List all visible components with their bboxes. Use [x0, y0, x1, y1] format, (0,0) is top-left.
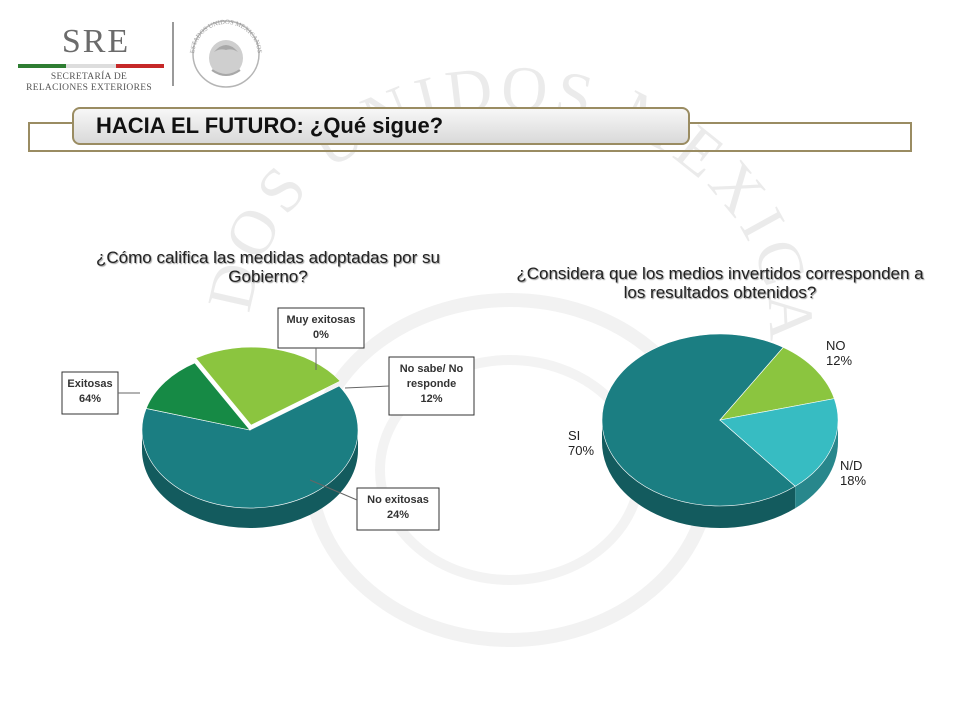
callout-label-3: No exitosas 24%: [367, 494, 429, 521]
callout-label-2-line-0: No sabe/ No: [400, 363, 464, 375]
callout-label-0-line-0: Exitosas: [67, 378, 112, 390]
page-title: HACIA EL FUTURO: ¿Qué sigue?: [96, 113, 444, 138]
pie2-label-1-line-1: 12%: [826, 353, 852, 368]
callout-box-2: [388, 356, 475, 416]
pie2-side-0: [602, 420, 796, 528]
callout-leader-2: [344, 385, 390, 389]
pie2-label-2-line-1: 18%: [840, 473, 866, 488]
callout-label-2-line-1: responde: [407, 378, 457, 390]
callout-label-0-line-1: 64%: [79, 393, 101, 405]
logo-subtitle-line1: SECRETARÍA DE: [50, 72, 128, 82]
chart2-title: ¿Considera que los medios invertidos cor…: [516, 264, 924, 302]
pie1-slice-2: [145, 362, 251, 431]
pie2-label-2: N/D 18%: [840, 458, 866, 488]
callout-label-0: Exitosas 64%: [67, 378, 112, 405]
chart1-title: ¿Cómo califica las medidas adoptadas por…: [96, 248, 440, 286]
pie2-label-0-line-0: SI: [568, 428, 580, 443]
pie2-label-1: NO 12%: [826, 338, 852, 368]
sre-logo: SRE SECRETARÍA DE RELACIONES EXTERIORES: [14, 24, 164, 94]
callout-box-0: [61, 371, 119, 415]
pie2-slice-1: [719, 347, 835, 421]
pie2-side-2: [795, 420, 838, 509]
pie2-slice-2: [719, 398, 839, 487]
callout-label-1-line-1: 0%: [313, 329, 329, 341]
pie1-slice-0: [141, 385, 359, 509]
pie2-label-2-line-0: N/D: [840, 458, 862, 473]
callout-leader-3: [309, 479, 358, 501]
pie-chart-2: [601, 333, 839, 528]
pie2-label-0-line-1: 70%: [568, 443, 594, 458]
pie-chart-1: [141, 346, 359, 528]
pie1-slice-3: [195, 346, 341, 426]
callout-label-2: No sabe/ No responde 12%: [400, 363, 464, 405]
logo-divider: [172, 22, 174, 86]
pie1-side-0: [142, 430, 358, 528]
pie2-label-0: SI 70%: [568, 428, 594, 458]
callout-label-2-line-2: 12%: [420, 393, 442, 405]
callout-label-3-line-1: 24%: [387, 509, 409, 521]
pie2-label-1-line-0: NO: [826, 338, 846, 353]
title-banner: [72, 107, 690, 145]
callout-label-1: Muy exitosas 0%: [286, 314, 355, 341]
logo-text: SRE: [61, 23, 131, 60]
callout-box-1: [277, 307, 365, 349]
callout-box-3: [356, 487, 440, 531]
logo-subtitle-line2: RELACIONES EXTERIORES: [26, 83, 152, 93]
callout-label-3-line-0: No exitosas: [367, 494, 429, 506]
logo-color-bar: [18, 64, 164, 68]
callout-label-1-line-0: Muy exitosas: [286, 314, 355, 326]
national-seal-icon: ESTADOS UNIDOS MEXICANOS: [189, 19, 263, 88]
pie2-slice-0: [601, 333, 796, 507]
